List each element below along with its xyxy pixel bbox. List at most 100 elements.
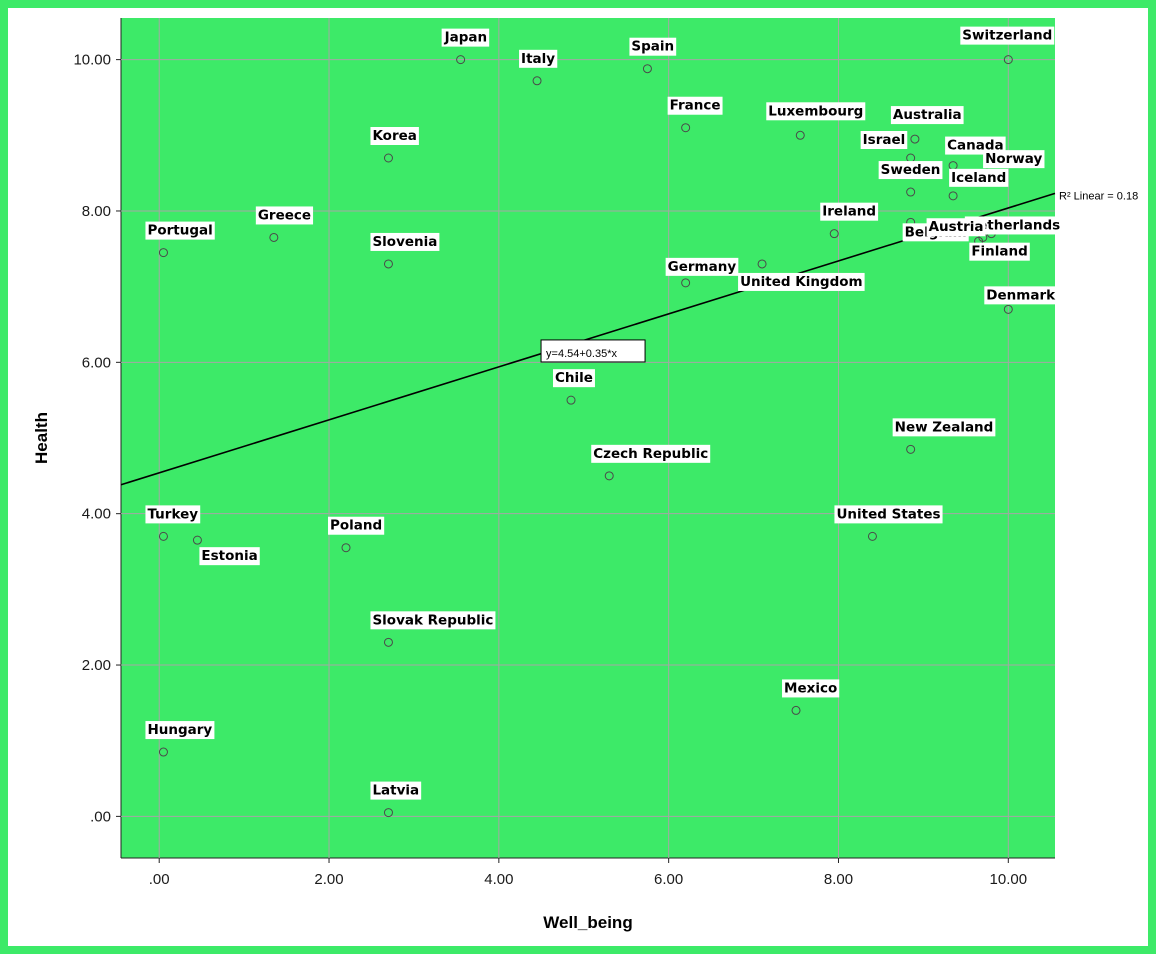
data-point <box>383 808 393 818</box>
point-label-group: Canada <box>945 136 1006 155</box>
point-label-group: Korea <box>370 127 419 145</box>
point-label-background <box>890 106 964 125</box>
point-label: Norway <box>985 151 1042 167</box>
point-label: Ireland <box>822 204 876 220</box>
point-label-background <box>370 781 422 800</box>
point-label-background <box>964 216 1063 235</box>
point-label: Slovak Republic <box>372 612 493 628</box>
data-point <box>681 123 691 133</box>
x-tick-label: 10.00 <box>990 871 1028 888</box>
point-label-group: Israel <box>860 131 908 149</box>
x-tick-label: 8.00 <box>824 871 853 888</box>
point-label-background <box>738 272 865 291</box>
equation-label: y=4.54+0.35*x <box>546 348 617 360</box>
point-label-group: United Kingdom <box>738 272 865 291</box>
y-tick-label: .00 <box>90 808 111 825</box>
data-point <box>829 229 839 239</box>
data-point <box>1003 304 1013 314</box>
point-label-group: Mexico <box>782 679 840 698</box>
point-label-background <box>145 221 215 240</box>
data-point <box>383 637 393 647</box>
point-label: France <box>670 98 721 114</box>
point-label-background <box>519 49 558 68</box>
point-label: Israel <box>863 132 906 148</box>
point-label-group: Australia <box>890 106 964 125</box>
point-label-background <box>591 444 711 463</box>
point-label-background <box>945 136 1006 155</box>
point-label-group: Iceland <box>949 168 1009 187</box>
point-label-group: Netherlands <box>964 216 1063 235</box>
point-label: New Zealand <box>895 419 994 435</box>
data-point <box>383 259 393 269</box>
data-point <box>948 191 958 201</box>
point-label-background <box>834 505 943 524</box>
point-label-background <box>145 505 201 524</box>
point-label-background <box>441 28 490 47</box>
data-point <box>158 248 168 258</box>
point-label: Slovenia <box>372 234 437 250</box>
point-label: Mexico <box>784 680 837 696</box>
point-label-group: Switzerland <box>960 26 1055 45</box>
point-label-group: Italy <box>519 49 558 68</box>
point-label-background <box>983 150 1045 169</box>
data-point <box>456 55 466 65</box>
data-point <box>906 444 916 454</box>
point-label: United States <box>836 506 940 522</box>
point-label-group: Estonia <box>199 547 260 566</box>
point-label-group: Austria <box>926 218 986 237</box>
point-label: Australia <box>893 107 962 123</box>
point-label-background <box>892 418 996 437</box>
point-label-background <box>878 161 943 180</box>
point-label: Germany <box>668 259 737 275</box>
point-label: United Kingdom <box>740 274 863 290</box>
point-label-group: Czech Republic <box>591 444 711 463</box>
data-point <box>906 187 916 197</box>
point-label-group: France <box>667 96 723 115</box>
point-label-background <box>926 218 986 237</box>
data-point <box>910 134 920 144</box>
data-point <box>532 76 542 86</box>
point-label-background <box>766 102 866 121</box>
data-point <box>642 64 652 74</box>
point-label: Italy <box>521 51 555 67</box>
point-label-background <box>629 37 677 56</box>
point-label-group: Slovak Republic <box>370 611 496 630</box>
point-label-background <box>984 286 1059 305</box>
point-label-group: Denmark <box>984 286 1059 305</box>
data-point <box>383 153 393 163</box>
point-label-group: Ireland <box>820 202 879 221</box>
point-label: Switzerland <box>962 28 1052 44</box>
y-tick-label: 6.00 <box>82 354 111 371</box>
point-label-group: Poland <box>328 516 385 535</box>
point-label: Greece <box>258 207 311 223</box>
data-point <box>269 232 279 242</box>
data-point <box>795 130 805 140</box>
x-tick-label: 6.00 <box>654 871 683 888</box>
point-label-group: Portugal <box>145 221 215 240</box>
data-point <box>158 531 168 541</box>
point-label-group: Luxembourg <box>766 102 866 121</box>
data-point <box>681 278 691 288</box>
x-tick-label: 2.00 <box>314 871 343 888</box>
point-label-group: Japan <box>441 28 490 47</box>
point-label: Estonia <box>201 548 257 564</box>
point-label-background <box>370 127 419 145</box>
point-label: Japan <box>444 30 488 46</box>
point-label-group: New Zealand <box>892 418 996 437</box>
point-label: Czech Republic <box>593 446 708 462</box>
point-label: Austria <box>929 219 984 235</box>
equation-box <box>540 339 646 363</box>
fit-line <box>120 192 1056 486</box>
point-label: Korea <box>372 128 416 144</box>
point-label-group: Greece <box>255 206 314 225</box>
point-label-background <box>667 96 723 115</box>
data-point <box>566 395 576 405</box>
point-label-background <box>370 611 496 630</box>
point-label: Hungary <box>147 722 212 738</box>
point-label-group: Hungary <box>145 721 215 740</box>
point-label-group: Norway <box>983 150 1045 169</box>
point-label: Chile <box>555 370 593 386</box>
point-label-background <box>553 369 595 388</box>
point-label: Sweden <box>881 162 941 178</box>
point-label: Denmark <box>986 287 1056 303</box>
